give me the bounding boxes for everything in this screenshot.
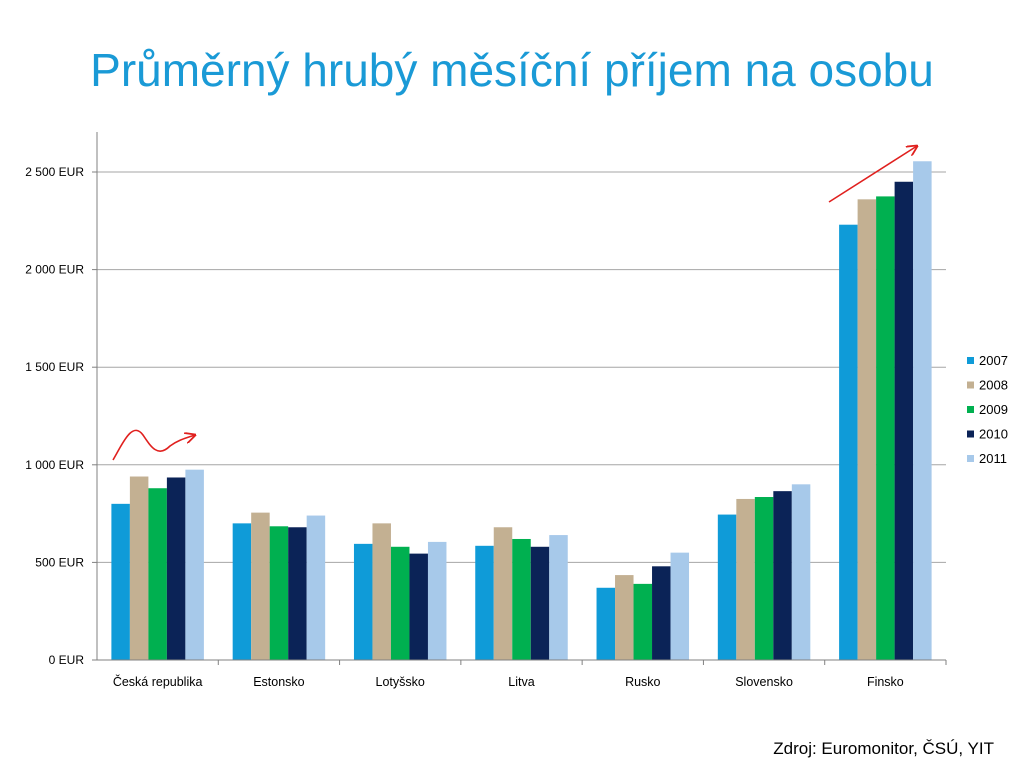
legend-swatch	[967, 357, 974, 364]
category-label: Litva	[508, 675, 534, 689]
legend-swatch	[967, 381, 974, 389]
legend-swatch	[967, 406, 974, 413]
bar-2009	[876, 196, 895, 660]
category-label: Finsko	[867, 675, 904, 689]
bar-2010	[288, 527, 307, 660]
bar-2007	[717, 514, 737, 660]
bar-2009	[512, 538, 531, 660]
category-label: Slovensko	[735, 675, 793, 689]
bar-2008	[251, 512, 270, 660]
legend-label: 2010	[979, 427, 1008, 442]
bar-2007	[475, 545, 494, 660]
bar-2008	[129, 476, 149, 660]
bar-2010	[773, 491, 792, 660]
y-tick-label: 500 EUR	[35, 555, 84, 569]
legend-swatch	[967, 455, 974, 462]
bar-2007	[839, 224, 858, 661]
bar-2008	[615, 575, 634, 660]
bar-2011	[427, 541, 447, 660]
legend-swatch	[967, 430, 974, 438]
bar-2011	[913, 161, 932, 660]
annotation-arrows	[112, 146, 917, 461]
wavy-arrow-icon	[112, 429, 195, 461]
gridlines	[97, 171, 946, 563]
y-tick-label: 2 500 EUR	[25, 165, 84, 179]
legend-label: 2011	[979, 451, 1007, 466]
y-tick-labels: 0 EUR 500 EUR 1 000 EUR 1 500 EUR 2 000 EUR 2…	[25, 165, 84, 667]
bar-2007	[232, 523, 252, 660]
category-label: Rusko	[625, 675, 660, 689]
category-labels: Česká republika Estonsko Lotyšsko Litva Rusk…	[113, 674, 904, 689]
legend-label: 2009	[979, 402, 1008, 417]
bar-2010	[652, 566, 671, 660]
bar-2008	[493, 527, 513, 660]
legend-label: 2007	[979, 353, 1008, 368]
category-label: Česká republika	[113, 674, 203, 689]
category-label: Lotyšsko	[376, 675, 425, 689]
bar-2010	[894, 181, 914, 660]
bar-2009	[754, 497, 774, 660]
rising-arrow-icon	[828, 146, 917, 203]
bar-2011	[670, 552, 690, 660]
bar-2010	[409, 553, 428, 660]
bar-2008	[736, 498, 755, 660]
y-tick-label: 1 000 EUR	[25, 458, 84, 472]
bar-2010	[166, 477, 186, 660]
bar-2011	[791, 484, 811, 660]
bar-2009	[390, 546, 410, 660]
bar-2011	[185, 469, 204, 660]
bar-2009	[148, 488, 167, 660]
legend-label: 2008	[979, 378, 1008, 393]
category-label: Estonsko	[253, 675, 304, 689]
bar-2007	[353, 543, 373, 660]
bar-2008	[372, 523, 391, 660]
bar-2009	[633, 583, 653, 660]
bar-2007	[111, 503, 130, 660]
bar-2008	[857, 199, 877, 660]
source-note: Zdroj: Euromonitor, ČSÚ, YIT	[773, 739, 994, 758]
legend: 2007 2008 2009 2010 2011	[967, 353, 1008, 466]
bar-2011	[306, 515, 326, 660]
y-axis	[92, 132, 98, 661]
bar-2009	[269, 526, 289, 660]
y-tick-label: 0 EUR	[49, 653, 85, 667]
bar-2010	[530, 546, 550, 660]
y-tick-label: 2 000 EUR	[25, 263, 84, 277]
x-axis	[97, 659, 947, 665]
slide-title: Průměrný hrubý měsíční příjem na osobu	[90, 44, 934, 96]
bar-2011	[549, 535, 568, 660]
y-tick-label: 1 500 EUR	[25, 360, 84, 374]
bar-2007	[596, 587, 616, 660]
bars	[111, 161, 932, 661]
